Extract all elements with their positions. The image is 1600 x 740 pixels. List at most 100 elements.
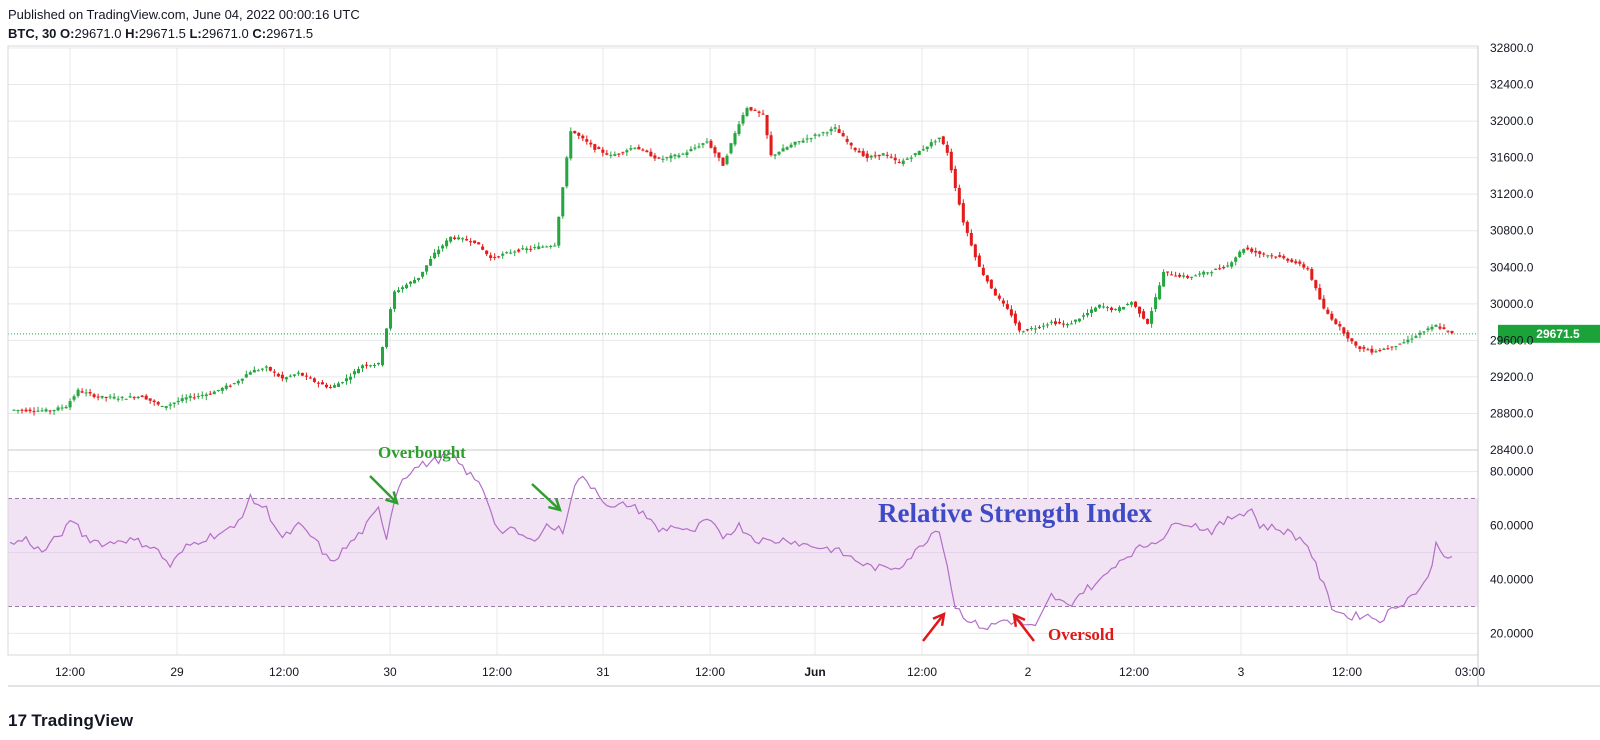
candle-body: [817, 134, 821, 136]
candle-body: [84, 392, 88, 394]
candle-body: [669, 155, 673, 159]
last-price-tag-label: 29671.5: [1536, 327, 1580, 341]
candle-body: [829, 128, 833, 132]
candle-body: [304, 375, 308, 377]
candle-body: [573, 130, 577, 134]
candle-body: [525, 248, 529, 251]
symbol-label[interactable]: BTC, 30: [8, 26, 57, 41]
candle-body: [1061, 323, 1065, 325]
candle-body: [437, 249, 441, 255]
candle-body: [645, 150, 649, 153]
candle-body: [1106, 307, 1110, 309]
candle-body: [176, 400, 180, 403]
open-label: O:: [60, 26, 75, 41]
candle-body: [537, 246, 541, 250]
candle-body: [793, 141, 797, 145]
candle-body: [376, 362, 381, 365]
candle-body: [413, 279, 417, 284]
rsi-title: Relative Strength Index: [878, 498, 1152, 528]
candle-body: [1045, 324, 1049, 326]
candle-body: [445, 240, 449, 247]
candle-body: [385, 328, 389, 348]
rsi-tick-label: 40.0000: [1490, 572, 1534, 586]
oversold-label: Oversold: [1048, 625, 1115, 644]
candle-body: [1450, 330, 1454, 334]
candle-body: [897, 161, 901, 163]
candle-body: [1029, 328, 1033, 330]
candle-body: [505, 252, 509, 254]
candle-body: [909, 157, 913, 159]
candle-body: [104, 396, 108, 398]
candle-body: [421, 271, 425, 277]
candle-body: [16, 409, 20, 411]
candle-body: [921, 149, 925, 151]
tradingview-logo[interactable]: 17 TradingView: [8, 711, 133, 731]
candle-body: [1037, 327, 1041, 329]
candle-body: [837, 129, 841, 133]
candle-body: [1426, 328, 1430, 331]
candle-body: [1410, 338, 1414, 340]
candle-body: [300, 372, 304, 376]
candle-body: [469, 241, 473, 243]
candle-body: [885, 154, 889, 156]
candle-body: [1314, 280, 1318, 289]
candle-body: [681, 153, 685, 155]
candle-body: [344, 378, 348, 382]
candle-body: [1250, 248, 1254, 252]
candle-body: [1122, 306, 1126, 310]
time-tick-label: Jun: [804, 665, 825, 679]
candle-body: [80, 391, 84, 393]
candle-body: [1402, 342, 1406, 344]
candle-body: [985, 275, 989, 282]
candle-body: [753, 110, 757, 112]
candle-body: [489, 255, 493, 258]
candle-body: [324, 384, 328, 388]
candle-body: [713, 147, 717, 154]
candle-body: [1230, 262, 1234, 267]
candle-body: [1322, 298, 1326, 309]
candle-body: [757, 111, 761, 113]
candle-body: [184, 397, 188, 400]
candle-body: [1394, 346, 1398, 348]
candle-body: [997, 295, 1001, 299]
candle-body: [180, 398, 184, 402]
oversold-arrow-1-head: [932, 611, 946, 627]
candle-body: [429, 258, 433, 266]
candle-body: [1138, 306, 1142, 314]
candle-body: [605, 153, 609, 155]
candle-body: [116, 398, 120, 400]
candle-body: [449, 236, 453, 242]
price-tick-label: 32400.0: [1490, 78, 1534, 92]
candle-body: [977, 255, 981, 267]
candle-body: [32, 411, 36, 413]
candle-body: [789, 144, 793, 148]
candle-body: [1021, 331, 1025, 333]
time-tick-label: 3: [1238, 665, 1245, 679]
candle-body: [1206, 272, 1210, 274]
candle-body: [1126, 303, 1130, 305]
candle-body: [1069, 323, 1073, 325]
candle-body: [613, 154, 617, 156]
close-value: 29671.5: [266, 26, 314, 41]
candle-body: [316, 382, 320, 384]
candle-body: [389, 309, 393, 329]
candle-body: [100, 395, 104, 398]
candle-body: [701, 143, 705, 145]
candle-body: [1101, 306, 1106, 308]
candle-body: [64, 406, 68, 409]
candle-body: [1158, 285, 1162, 300]
candle-body: [1093, 307, 1098, 312]
candle-body: [220, 387, 224, 391]
candle-body: [1330, 313, 1334, 320]
overbought-arrow-1-head: [385, 491, 399, 505]
candle-body: [725, 155, 729, 165]
candle-body: [765, 115, 769, 136]
candle-body: [348, 376, 352, 380]
candle-body: [1202, 271, 1206, 275]
price-tick-label: 30800.0: [1490, 224, 1534, 238]
candle-body: [453, 237, 457, 240]
candle-body: [893, 157, 897, 161]
candle-body: [1150, 311, 1154, 324]
candle-body: [1214, 268, 1218, 270]
